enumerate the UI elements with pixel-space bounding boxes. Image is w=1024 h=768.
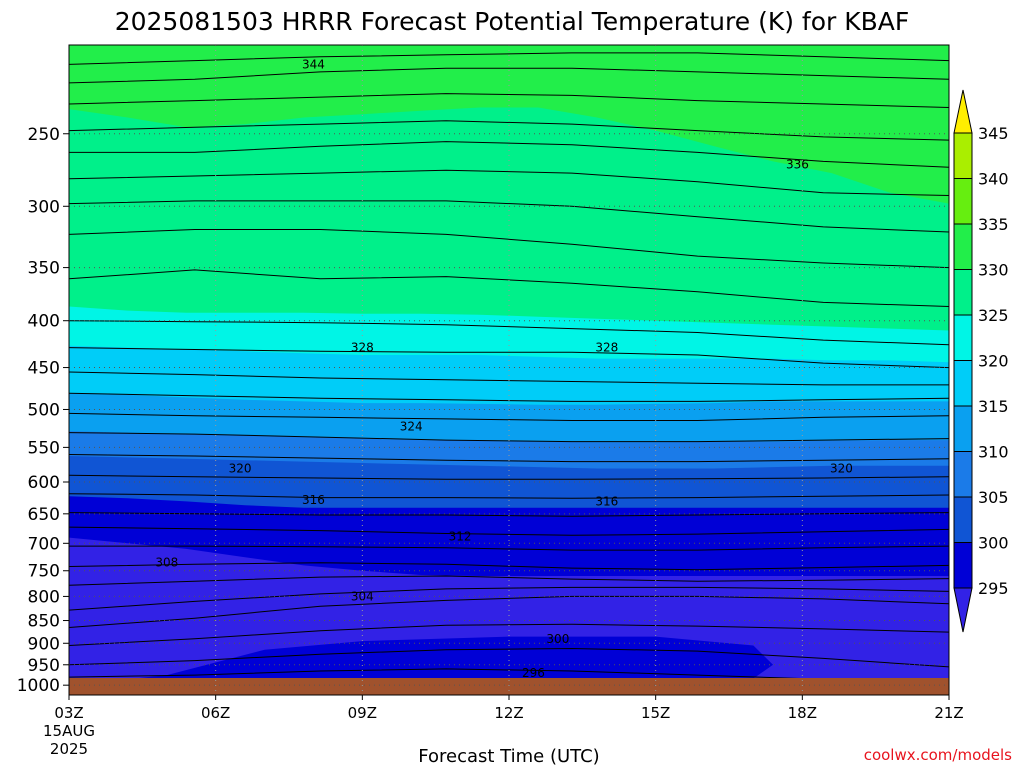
colorbar-box (953, 314, 973, 361)
colorbar-label: 295 (978, 579, 1009, 598)
colorbar-extend-top (953, 89, 973, 134)
colorbar-box (953, 405, 973, 452)
y-tick-label: 650 (28, 505, 60, 525)
contour-label: 320 (830, 462, 853, 476)
colorbar-label: 315 (978, 397, 1009, 416)
colorbar-label: 320 (978, 352, 1009, 371)
surface-ground (69, 678, 949, 695)
contour-line (69, 52, 949, 65)
contour-line (69, 526, 949, 536)
x-tick-label: 18Z (788, 704, 817, 722)
colorbar-box (953, 496, 973, 543)
contour-label: 300 (546, 632, 569, 646)
y-tick-label: 750 (28, 562, 60, 582)
y-tick-label: 900 (28, 634, 60, 654)
colorbar-label: 335 (978, 215, 1009, 234)
y-tick-label: 800 (28, 587, 60, 607)
y-tick-label: 500 (28, 400, 60, 420)
y-tick-label: 350 (28, 259, 60, 279)
y-tick-label: 950 (28, 656, 60, 676)
y-tick-label: 400 (28, 312, 60, 332)
colorbar-box (953, 132, 973, 179)
y-tick-label: 850 (28, 612, 60, 632)
x-axis-ticks: 03Z 06Z 09Z 12Z 15Z 18Z 21Z (54, 695, 964, 722)
y-axis-ticks: 2503003504004505005506006507007508008509… (17, 125, 69, 696)
colorbar-label: 325 (978, 306, 1009, 325)
x-tick-label: 21Z (934, 704, 963, 722)
contour-line (69, 347, 949, 369)
contour-label: 304 (351, 589, 374, 603)
contour-label: 316 (302, 493, 325, 507)
contour-label: 328 (351, 341, 374, 355)
chart-title: 2025081503 HRRR Forecast Potential Tempe… (115, 7, 910, 36)
colorbar-extend-bottom (953, 587, 973, 633)
contour-label: 320 (229, 462, 252, 476)
contour-line (69, 141, 949, 168)
x-axis-title: Forecast Time (UTC) (418, 746, 599, 767)
colorbar-label: 345 (978, 124, 1009, 143)
y-tick-label: 700 (28, 534, 60, 554)
colorbar-box (953, 223, 973, 270)
contour-label: 296 (522, 666, 545, 680)
colorbar-label: 300 (978, 534, 1009, 553)
y-tick-label: 250 (28, 125, 60, 145)
colorbar-box (953, 451, 973, 498)
y-tick-label: 550 (28, 438, 60, 458)
colorbar-box (953, 178, 973, 225)
contour-label: 312 (449, 529, 472, 543)
x-axis-sublabel-year: 2025 (50, 740, 88, 758)
credit-text: coolwx.com/models (864, 746, 1012, 764)
contour-label: 344 (302, 57, 325, 71)
colorbar-box (953, 360, 973, 407)
contour-label: 336 (786, 157, 809, 171)
x-tick-label: 15Z (641, 704, 670, 722)
colorbar: 345 340 335 330 325 320 315 310 305 300 295 (953, 89, 1009, 633)
contour-line (69, 412, 949, 421)
contour-line (69, 562, 949, 571)
contour-label: 308 (155, 556, 178, 570)
contour-line (69, 229, 949, 269)
contour-line (69, 595, 949, 628)
contour-label: 328 (595, 341, 618, 355)
y-tick-label: 1000 (17, 676, 60, 696)
colorbar-box (953, 542, 973, 589)
plot-area (69, 45, 949, 695)
y-tick-label: 600 (28, 473, 60, 493)
contour-line (69, 647, 949, 668)
contour-line (69, 67, 949, 84)
contour-line (69, 545, 949, 551)
contour-line (69, 320, 949, 346)
colorbar-label: 310 (978, 443, 1009, 462)
theta-color-bands (69, 45, 949, 695)
colorbar-label: 340 (978, 170, 1009, 189)
y-tick-label: 450 (28, 359, 60, 379)
x-axis-sublabel-date: 15AUG (43, 722, 95, 740)
x-tick-label: 12Z (494, 704, 523, 722)
contour-label: 324 (400, 420, 423, 434)
colorbar-label: 330 (978, 261, 1009, 280)
contour-label: 316 (595, 494, 618, 508)
x-tick-label: 06Z (201, 704, 230, 722)
x-tick-label: 03Z (54, 704, 83, 722)
colorbar-box (953, 269, 973, 316)
contour-labels: 344 336 328 328 324 320 320 316 316 312 308 304 300 2… (155, 57, 853, 680)
y-tick-label: 300 (28, 197, 60, 217)
contour-line (69, 623, 949, 646)
colorbar-label: 305 (978, 488, 1009, 507)
x-tick-label: 09Z (348, 704, 377, 722)
contour-line (69, 474, 949, 480)
